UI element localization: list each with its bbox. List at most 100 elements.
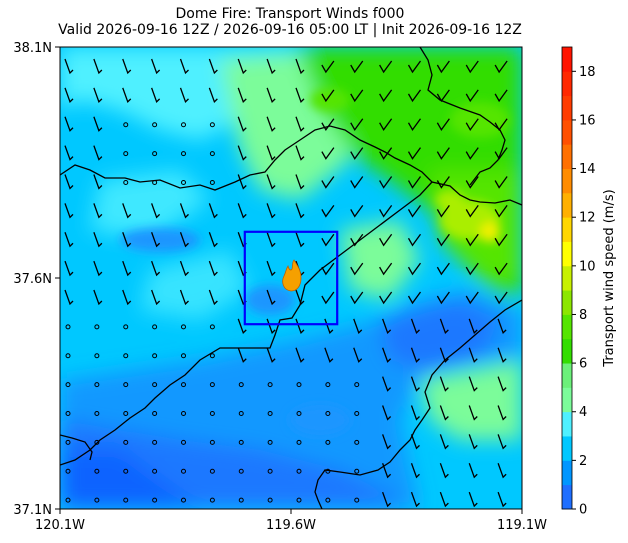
wind-barb <box>122 289 132 306</box>
wind-barb <box>465 176 479 189</box>
wind-barb <box>151 203 161 219</box>
wind-barb <box>266 116 276 132</box>
wind-barb <box>465 233 479 247</box>
wind-barb <box>64 289 74 306</box>
calm-wind-marker <box>65 439 71 445</box>
colorbar: 0 2 4 6 8 10 12 14 16 18 <box>561 46 596 518</box>
calm-wind-marker <box>123 353 129 359</box>
calm-wind-marker <box>209 439 215 445</box>
calm-wind-marker <box>65 497 71 503</box>
calm-wind-marker <box>94 468 100 474</box>
calm-wind-marker <box>65 382 71 388</box>
calm-wind-marker <box>325 382 331 388</box>
wind-barb <box>379 89 393 103</box>
wind-barb <box>93 58 103 75</box>
wind-barb <box>64 232 74 248</box>
wind-barb <box>93 260 103 277</box>
wind-barb <box>295 347 305 363</box>
calm-wind-marker <box>354 411 360 416</box>
wind-barb <box>407 147 422 160</box>
colorbar-segment <box>562 290 572 315</box>
wind-barb <box>64 203 74 219</box>
colorbar-segment <box>562 387 572 413</box>
colorbar-tick-label: 2 <box>579 454 587 469</box>
wind-barb <box>64 116 74 132</box>
wind-barb <box>295 174 305 190</box>
map-subtitle: Valid 2026-09-16 12Z / 2026-09-16 05:00 … <box>58 22 522 38</box>
wind-barb <box>266 203 276 219</box>
calm-wind-marker <box>209 324 215 330</box>
wind-barb <box>407 176 422 189</box>
wind-barb <box>93 87 103 104</box>
wind-barb <box>321 233 335 247</box>
calm-wind-marker <box>209 151 215 157</box>
calm-wind-marker <box>65 324 71 330</box>
wind-barb <box>208 58 218 75</box>
wind-barb <box>379 147 393 160</box>
wind-barb <box>382 318 392 335</box>
wind-barb <box>350 147 364 160</box>
wind-barb <box>237 203 247 219</box>
calm-wind-marker <box>238 382 244 388</box>
fire-icon <box>282 259 302 292</box>
calm-wind-marker <box>65 353 71 359</box>
calm-wind-marker <box>65 468 71 474</box>
colorbar-segment <box>562 241 572 267</box>
calm-wind-marker <box>152 411 158 416</box>
colorbar-label: Transport wind speed (m/s) <box>602 189 617 367</box>
wind-barb <box>379 204 393 218</box>
calm-wind-marker <box>267 382 273 388</box>
calm-wind-marker <box>296 411 302 416</box>
colorbar-tick-label: 0 <box>579 503 587 518</box>
wind-barb <box>407 204 422 218</box>
wind-barb <box>122 260 132 277</box>
wind-barb <box>439 318 449 335</box>
wind-barb <box>237 347 247 363</box>
wind-barb <box>266 145 276 161</box>
wind-barb <box>439 463 449 479</box>
wind-barb <box>468 376 478 392</box>
wind-barb <box>436 204 450 218</box>
wind-barb <box>350 60 364 74</box>
wind-barb <box>436 147 450 160</box>
calm-wind-marker <box>123 411 129 416</box>
colorbar-tick-label: 4 <box>579 405 587 420</box>
wind-barb <box>350 176 364 189</box>
calm-wind-marker <box>94 439 100 445</box>
wind-barb <box>410 318 420 335</box>
calm-wind-marker <box>296 382 302 388</box>
wind-barb <box>382 434 392 450</box>
wind-barb <box>439 405 449 421</box>
wind-barb <box>324 347 334 363</box>
colorbar-tick-label: 16 <box>579 113 596 128</box>
colorbar-frame <box>561 46 573 510</box>
wind-barb <box>407 118 422 131</box>
wind-barb <box>151 232 161 248</box>
wind-barb <box>237 87 247 104</box>
wind-barb <box>151 58 161 75</box>
colorbar-segment <box>562 484 572 510</box>
calm-wind-marker <box>296 468 302 474</box>
wind-barb <box>321 204 335 218</box>
wind-barb <box>439 491 449 508</box>
calm-wind-marker <box>238 411 244 416</box>
colorbar-segment <box>562 168 572 194</box>
calm-wind-marker <box>152 353 158 359</box>
wind-barb <box>379 262 393 276</box>
lon-tick-label: 120.1W <box>35 518 85 533</box>
county-boundary-south <box>60 434 93 461</box>
calm-wind-marker <box>209 382 215 388</box>
boundary-lines <box>60 47 522 509</box>
colorbar-segment <box>562 71 572 97</box>
wind-barb <box>93 116 103 132</box>
lon-tick-label: 119.1W <box>497 518 547 533</box>
wind-barb <box>353 318 363 335</box>
wind-barb <box>64 145 74 161</box>
colorbar-segment <box>562 363 572 388</box>
wind-barb <box>266 58 276 75</box>
wind-barbs <box>64 58 508 508</box>
county-boundary-north <box>60 125 522 206</box>
wind-barb <box>350 118 364 131</box>
county-boundary-southeast <box>314 299 522 509</box>
lat-tick-label: 38.1N <box>13 41 52 56</box>
